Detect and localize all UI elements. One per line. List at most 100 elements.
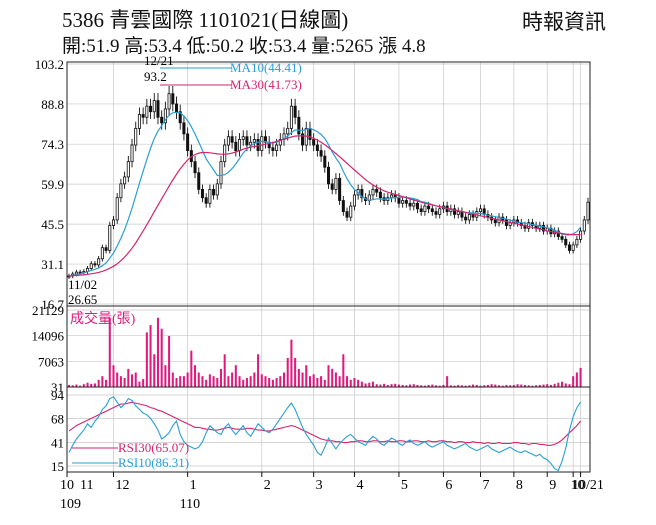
legend-label: MA30(41.73)	[230, 77, 302, 92]
volume-bar	[568, 384, 571, 387]
candle-body	[560, 236, 564, 240]
candle-body	[323, 155, 327, 168]
x-tick-label: 2	[264, 478, 271, 493]
volume-bar	[219, 368, 223, 387]
candle-body	[223, 144, 227, 163]
volume-bar	[168, 336, 171, 387]
candle-body	[352, 194, 356, 207]
candle-body	[111, 219, 115, 226]
ma10-line	[68, 111, 582, 277]
volume-bar	[346, 376, 349, 387]
candle-body	[123, 176, 127, 185]
volume-bar	[223, 354, 226, 387]
volume-bar	[557, 382, 560, 387]
volume-bar	[553, 383, 556, 387]
volume-bar	[460, 385, 463, 387]
volume-bar	[234, 365, 237, 387]
volume-bar	[468, 385, 471, 387]
volume-bar	[227, 376, 230, 387]
volume-bar	[101, 376, 104, 387]
rsi-tick-label: 94	[51, 388, 65, 403]
volume-bar	[75, 384, 78, 387]
candle-body	[74, 271, 78, 275]
candle-body	[582, 219, 586, 232]
volume-bar	[449, 385, 452, 387]
volume-bar	[308, 376, 311, 387]
volume-bar	[171, 372, 174, 387]
candle-body	[260, 136, 264, 151]
volume-bar	[423, 385, 426, 387]
panel-frames	[66, 61, 591, 473]
rsi-tick-label: 68	[51, 411, 64, 426]
candle-body	[326, 166, 331, 185]
candle-body	[564, 238, 568, 246]
candle-body	[108, 225, 112, 251]
candle-body	[378, 191, 382, 199]
volume-bar	[446, 376, 449, 387]
price-tick-label: 88.8	[41, 97, 64, 112]
volume-bar	[420, 385, 423, 387]
price-tick-label: 16.7	[41, 297, 64, 312]
volume-bar	[305, 365, 308, 387]
candle-body	[334, 177, 338, 190]
candle-body	[204, 197, 208, 204]
candle-body	[134, 127, 138, 146]
volume-bar	[505, 384, 508, 387]
volume-bar	[253, 372, 256, 387]
volume-bar	[572, 376, 575, 387]
candle-body	[186, 133, 190, 151]
candle-body	[286, 127, 290, 135]
volume-bar	[501, 385, 504, 387]
candle-body	[200, 189, 204, 199]
volume-bar	[375, 384, 378, 387]
candle-body	[126, 161, 130, 178]
ma30-line	[68, 135, 581, 277]
x-tick-label: 5	[401, 478, 408, 493]
volume-bar	[338, 376, 341, 387]
axis-labels: 103.2 88.8 74.3 59.9 45.5 31.1 16.7 MA10(44.41)…	[32, 53, 604, 512]
volume-bar	[516, 384, 519, 387]
candle-body	[341, 200, 345, 213]
x-tick-label: 12	[115, 478, 129, 493]
candle-body	[241, 136, 245, 140]
volume-bar	[509, 385, 512, 387]
volume-bar	[409, 384, 412, 387]
price-panel	[67, 85, 590, 279]
candle-body	[315, 144, 319, 151]
volume-bar	[334, 372, 337, 387]
candle-body	[571, 244, 575, 251]
volume-bar	[142, 379, 145, 387]
volume-bar	[242, 379, 245, 387]
candle-body	[100, 247, 104, 260]
volume-bar	[542, 384, 545, 387]
high-date-annotation: 12/21	[144, 53, 174, 68]
volume-bar	[431, 384, 434, 387]
candle-body	[467, 213, 471, 221]
volume-bar	[86, 382, 89, 387]
volume-bar	[138, 381, 141, 387]
x-tick-label: 8	[516, 478, 523, 493]
volume-bar	[197, 372, 200, 387]
candle-body	[226, 136, 230, 146]
candle-body	[464, 216, 468, 221]
volume-bar	[327, 365, 330, 387]
volume-bar	[131, 374, 134, 387]
volume-bar	[397, 384, 400, 387]
volume-bar	[279, 376, 282, 387]
price-tick-label: 59.9	[41, 177, 64, 192]
volume-bar	[527, 385, 530, 387]
candle-body	[141, 114, 145, 118]
volume-bar	[249, 376, 252, 387]
candle-body	[163, 108, 167, 124]
low-date-annotation: 11/02	[68, 277, 97, 292]
candle-body	[542, 225, 546, 232]
volume-bar	[286, 357, 289, 387]
volume-bar	[498, 385, 501, 387]
volume-bar	[301, 372, 304, 387]
volume-tick-label: 21129	[32, 303, 64, 318]
volume-bar	[561, 381, 564, 387]
candle-body	[460, 211, 464, 218]
volume-bar	[386, 384, 389, 387]
volume-bar	[79, 385, 82, 387]
